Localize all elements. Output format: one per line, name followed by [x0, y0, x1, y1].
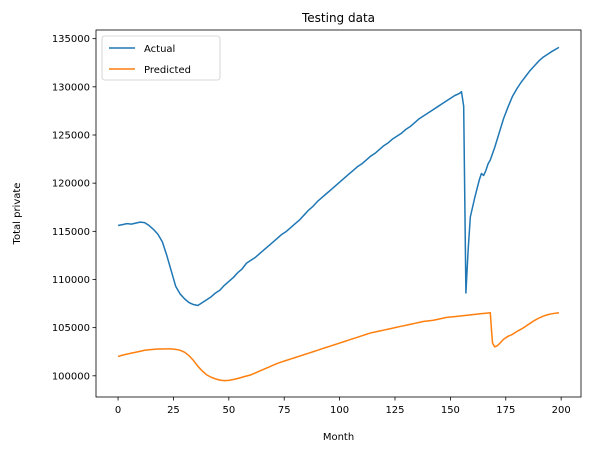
y-axis: 100000 105000 110000 115000 120000 125000 1300…	[52, 34, 96, 382]
chart-title: Testing data	[301, 11, 375, 25]
legend-label-predicted: Predicted	[144, 65, 191, 76]
y-tick-label: 115000	[52, 227, 90, 238]
x-tick-label: 50	[222, 405, 235, 416]
legend: Actual Predicted	[101, 35, 221, 81]
y-tick-label: 130000	[52, 82, 90, 93]
y-axis-label: Total private	[12, 183, 23, 246]
x-tick-label: 175	[496, 405, 515, 416]
x-tick-label: 25	[167, 405, 180, 416]
series-line-predicted	[117, 311, 560, 382]
y-tick-label: 125000	[52, 130, 90, 141]
y-tick-label: 135000	[52, 34, 90, 45]
x-tick-label: 150	[441, 405, 460, 416]
x-tick-label: 125	[385, 405, 404, 416]
x-tick-label: 100	[330, 405, 349, 416]
x-axis-label: Month	[323, 432, 354, 443]
series-line-actual	[117, 46, 560, 307]
x-tick-label: 0	[115, 405, 121, 416]
y-tick-label: 100000	[52, 371, 90, 382]
plot-area	[117, 46, 560, 382]
x-tick-label: 200	[552, 405, 571, 416]
y-tick-label: 105000	[52, 323, 90, 334]
legend-label-actual: Actual	[144, 44, 175, 55]
axes-frame	[95, 29, 582, 398]
x-tick-label: 75	[278, 405, 291, 416]
y-tick-label: 120000	[52, 179, 90, 190]
y-tick-label: 110000	[52, 275, 90, 286]
x-axis: 0 25 50 75 100 125 150 175 200	[115, 397, 571, 416]
